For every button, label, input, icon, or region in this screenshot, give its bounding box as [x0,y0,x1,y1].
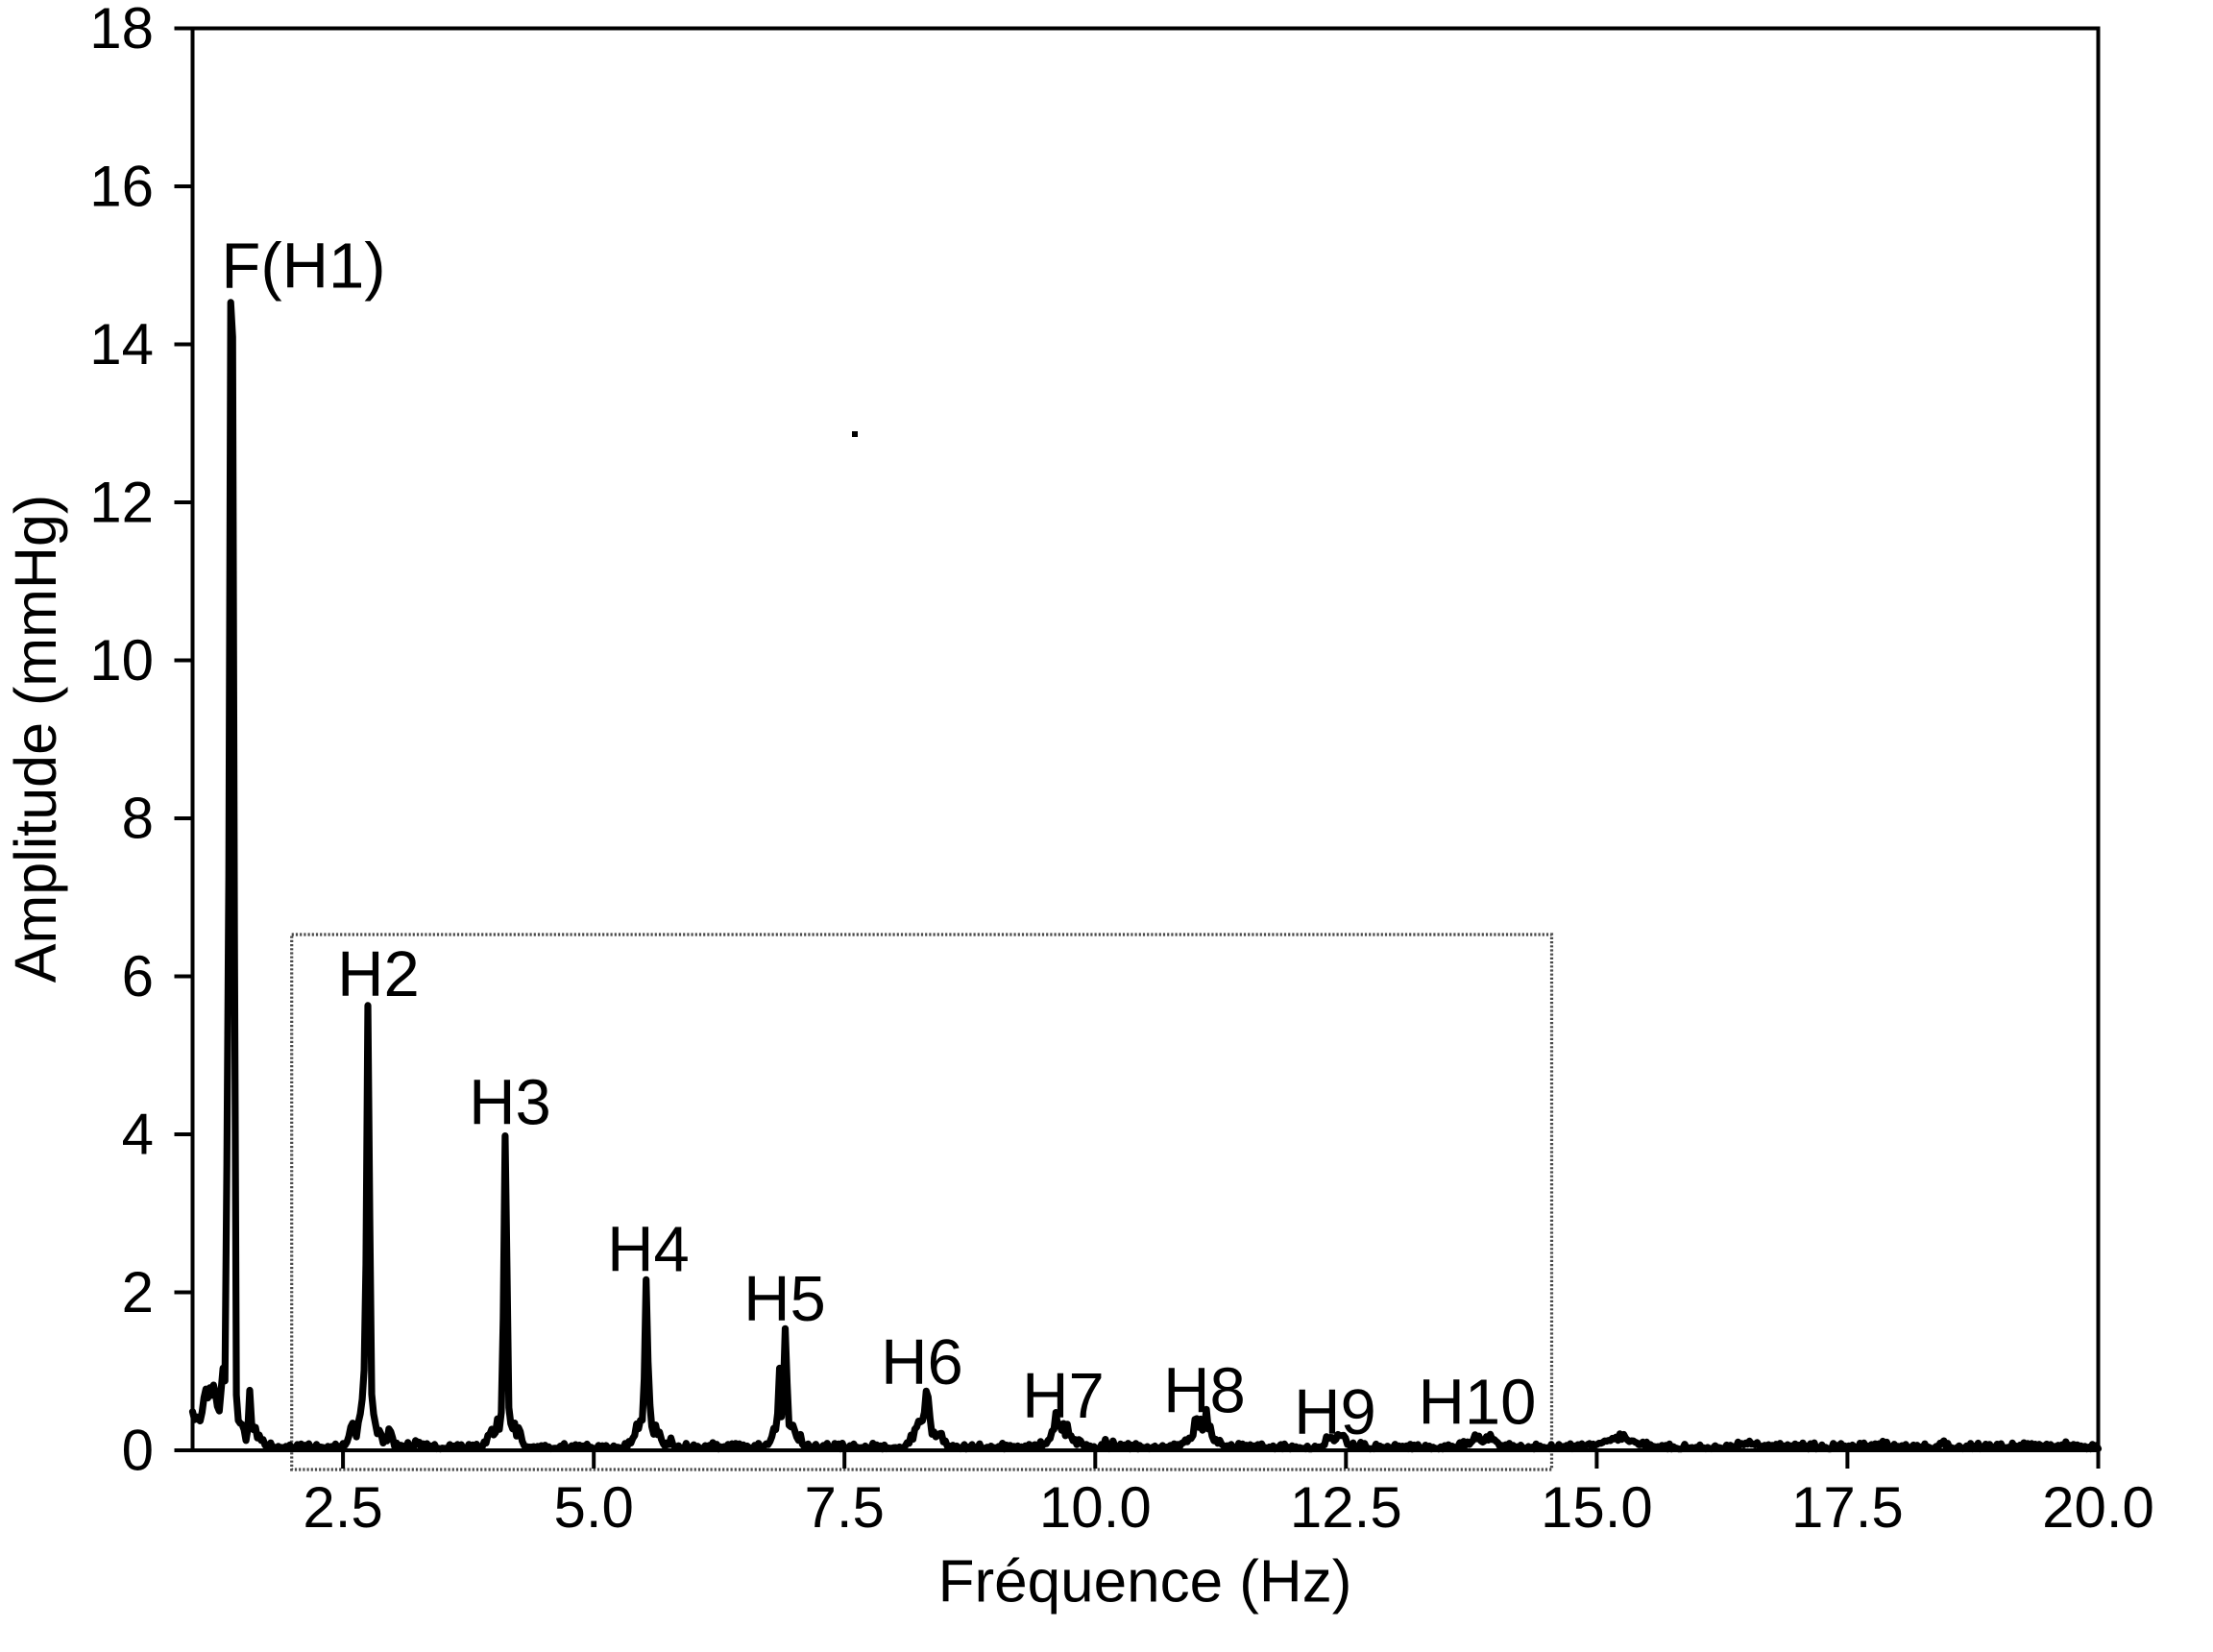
svg-text:H6: H6 [881,1326,963,1398]
svg-text:Amplitude (mmHg): Amplitude (mmHg) [3,495,68,983]
svg-text:4: 4 [122,1102,154,1166]
svg-text:12.5: 12.5 [1290,1475,1402,1540]
svg-text:18: 18 [89,0,154,61]
svg-text:H7: H7 [1022,1360,1105,1432]
svg-text:20.0: 20.0 [2042,1475,2154,1540]
svg-text:17.5: 17.5 [1791,1475,1904,1540]
svg-text:F(H1): F(H1) [221,230,385,302]
svg-text:H2: H2 [337,938,420,1010]
svg-text:7.5: 7.5 [804,1475,884,1540]
svg-text:15.0: 15.0 [1541,1475,1653,1540]
svg-text:10.0: 10.0 [1039,1475,1152,1540]
svg-text:H4: H4 [607,1214,690,1286]
svg-text:Fréquence (Hz): Fréquence (Hz) [938,1549,1352,1616]
svg-text:8: 8 [122,786,154,850]
svg-text:14: 14 [89,312,154,377]
svg-text:H10: H10 [1419,1367,1537,1439]
svg-text:16: 16 [89,154,154,218]
svg-text:12: 12 [89,470,154,534]
svg-text:2.5: 2.5 [303,1475,382,1540]
svg-text:5.0: 5.0 [553,1475,633,1540]
svg-text:2: 2 [122,1260,154,1324]
svg-text:0: 0 [122,1418,154,1482]
svg-text:H8: H8 [1163,1355,1246,1427]
svg-text:10: 10 [89,628,154,692]
svg-text:H9: H9 [1294,1376,1376,1448]
svg-text:H3: H3 [469,1067,551,1139]
svg-text:6: 6 [122,944,154,1008]
svg-text:H5: H5 [743,1263,826,1335]
